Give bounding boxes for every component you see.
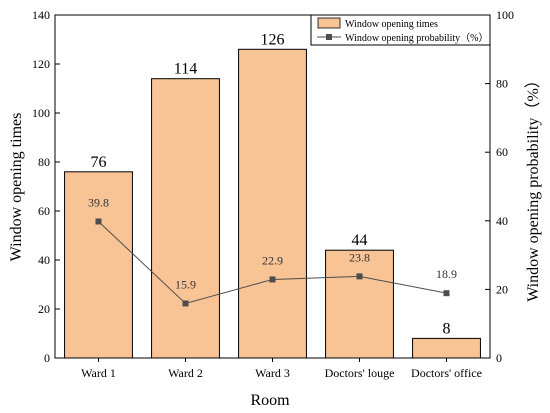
- bar-value-label: 44: [352, 232, 368, 249]
- y-tick-label-right: 0: [496, 351, 502, 365]
- probability-point: [356, 273, 363, 280]
- y-tick-label-left: 100: [32, 106, 50, 120]
- probability-value-label: 18.9: [436, 267, 457, 281]
- probability-value-label: 39.8: [88, 195, 109, 209]
- probability-value-label: 15.9: [175, 277, 196, 291]
- probability-point: [182, 300, 189, 307]
- legend-line-label: Window opening probability（%）: [345, 32, 488, 44]
- y-axis-title-right: Window opening probability（%）: [524, 72, 542, 302]
- bar-value-label: 114: [174, 61, 197, 78]
- x-axis-title: Room: [250, 392, 290, 409]
- bar: [412, 337, 481, 359]
- bar-value-label: 8: [443, 320, 451, 337]
- probability-point: [269, 276, 276, 283]
- probability-value-label: 22.9: [262, 253, 283, 267]
- y-tick-label-left: 20: [38, 302, 50, 316]
- y-tick-label-left: 40: [38, 253, 50, 267]
- x-tick-label: Ward 2: [168, 366, 203, 380]
- legend-bar-swatch: [317, 17, 341, 29]
- probability-point: [443, 290, 450, 297]
- axes-layer: 0 20 40 60 80 100 120 140 0 20 40 60 80 100 Ward 1 Ward…: [32, 8, 514, 380]
- bars-layer: 76 114 126 44 8: [64, 31, 481, 359]
- y-tick-label-right: 40: [496, 214, 508, 228]
- y-tick-label-left: 0: [44, 351, 50, 365]
- y-tick-label-left: 60: [38, 204, 50, 218]
- bar: [325, 249, 394, 359]
- y-tick-label-right: 100: [496, 8, 514, 22]
- bar: [238, 48, 307, 359]
- bar-value-label: 76: [91, 154, 107, 171]
- legend-line-marker: [326, 34, 332, 40]
- y-tick-label-right: 80: [496, 77, 508, 91]
- y-axis-title-left: Window opening times: [8, 113, 25, 262]
- probability-point: [95, 218, 102, 225]
- x-tick-label: Doctors' louge: [325, 366, 395, 380]
- legend-bar-label: Window opening times: [345, 19, 438, 30]
- x-tick-label: Ward 3: [255, 366, 290, 380]
- line-layer: 39.8 15.9 22.9 23.8 18.9: [88, 195, 457, 307]
- x-tick-label: Doctors' office: [411, 366, 482, 380]
- legend-box: [310, 14, 491, 46]
- probability-value-label: 23.8: [349, 250, 370, 264]
- y-tick-label-left: 140: [32, 8, 50, 22]
- y-tick-label-right: 20: [496, 282, 508, 296]
- y-tick-label-right: 60: [496, 145, 508, 159]
- bar-value-label: 126: [261, 31, 285, 48]
- legend: Window opening times Window opening prob…: [310, 14, 491, 46]
- bar: [151, 78, 220, 359]
- bar: [64, 171, 133, 359]
- y-tick-label-left: 80: [38, 155, 50, 169]
- x-tick-label: Ward 1: [81, 366, 116, 380]
- y-tick-label-left: 120: [32, 57, 50, 71]
